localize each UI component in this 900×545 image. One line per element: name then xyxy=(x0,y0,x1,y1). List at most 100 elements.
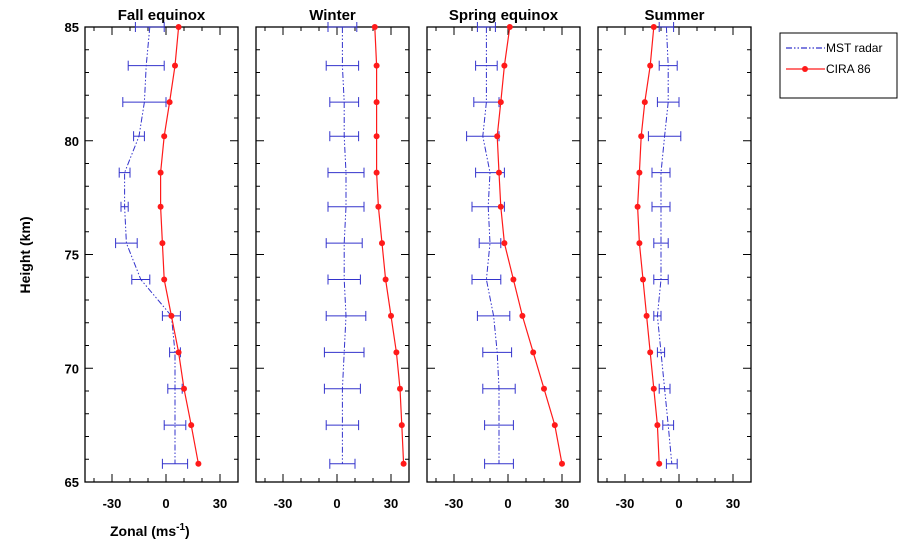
cira-86-point xyxy=(373,99,380,106)
cira-86-point xyxy=(656,460,663,467)
cira-86-point xyxy=(650,385,657,392)
cira-86-point xyxy=(168,312,175,319)
cira-86-point xyxy=(638,133,645,140)
cira-86-point xyxy=(494,133,501,140)
x-tick-label: -30 xyxy=(616,496,635,511)
panel-4: Summer -30 0 30 xyxy=(597,7,752,511)
panel-title: Spring equinox xyxy=(449,7,559,24)
panel-frame xyxy=(84,26,239,483)
y-axis-label: Height (km) xyxy=(17,217,33,294)
x-tick-label: -30 xyxy=(445,496,464,511)
cira-86-point xyxy=(371,24,378,30)
cira-86-point xyxy=(501,62,508,69)
x-axis-label-end: ) xyxy=(185,523,190,539)
panel-title: Summer xyxy=(644,7,704,24)
cira-86-point xyxy=(400,460,407,467)
cira-86-point xyxy=(647,349,654,356)
x-tick-label: 30 xyxy=(726,496,740,511)
mst-radar-line xyxy=(124,26,176,464)
cira-86-point xyxy=(647,62,654,69)
cira-86-point xyxy=(519,312,526,319)
cira-86-point xyxy=(506,24,513,30)
panel-frame xyxy=(255,26,410,483)
cira-86-point xyxy=(654,422,661,429)
legend-cira-label: CIRA 86 xyxy=(826,62,871,76)
x-tick-label: -30 xyxy=(274,496,293,511)
x-axis-label: Zonal (ms-1) xyxy=(110,522,190,539)
cira-86-point xyxy=(195,460,202,467)
legend: MST radar CIRA 86 xyxy=(779,32,898,99)
y-tick-label: 70 xyxy=(65,361,79,376)
x-tick-label: 30 xyxy=(384,496,398,511)
cira-86-point xyxy=(161,276,168,283)
cira-86-point xyxy=(398,422,405,429)
cira-86-point xyxy=(373,62,380,69)
cira-86-point xyxy=(497,99,504,106)
y-tick-label: 80 xyxy=(65,134,79,149)
cira-86-point xyxy=(501,240,508,247)
panel-frame xyxy=(597,26,752,483)
cira-86-point xyxy=(559,460,565,467)
cira-86-point xyxy=(397,385,403,392)
cira-86-point xyxy=(497,203,504,210)
cira-86-point xyxy=(388,312,394,319)
cira-86-point xyxy=(634,203,641,210)
panel-3: Spring equinox -30 0 30 xyxy=(426,7,581,511)
panel-frame xyxy=(426,26,581,483)
x-axis-label-sup: -1 xyxy=(176,522,185,533)
x-tick-label: 30 xyxy=(555,496,569,511)
x-tick-label: 0 xyxy=(333,496,340,511)
x-tick-label: 30 xyxy=(213,496,227,511)
x-tick-label: 0 xyxy=(162,496,169,511)
cira-86-point xyxy=(172,62,178,69)
cira-86-point xyxy=(175,349,182,356)
cira-86-point xyxy=(375,203,382,210)
cira-86-point xyxy=(393,349,400,356)
legend-mst-label: MST radar xyxy=(826,41,882,55)
panel-1: Fall equinox 65 70 75 80 85 -30 0 30 xyxy=(65,7,239,511)
mst-radar-line xyxy=(341,27,347,464)
panel-2: Winter -30 0 30 xyxy=(255,7,410,511)
cira-86-point xyxy=(636,169,643,176)
cira-86-point xyxy=(530,349,537,356)
panel-title: Winter xyxy=(309,7,356,24)
cira-86-point xyxy=(373,133,380,140)
mst-radar-line xyxy=(656,26,673,464)
cira-86-point xyxy=(159,240,166,247)
panels-layer: Fall equinox 65 70 75 80 85 -30 0 30 Winter -30 0 30… xyxy=(65,7,752,511)
cira-86-point xyxy=(650,24,657,30)
cira-86-point xyxy=(551,422,558,429)
panel-title: Fall equinox xyxy=(118,7,206,24)
y-tick-label: 75 xyxy=(65,248,79,263)
x-tick-label: 0 xyxy=(504,496,511,511)
cira-86-point xyxy=(510,276,517,283)
cira-86-point xyxy=(188,422,195,429)
cira-86-line xyxy=(374,26,405,464)
x-tick-label: 0 xyxy=(675,496,682,511)
cira-86-point xyxy=(496,169,502,176)
cira-86-point xyxy=(636,240,643,247)
cira-86-point xyxy=(640,276,646,283)
cira-86-point xyxy=(379,240,385,247)
y-tick-label: 65 xyxy=(65,475,79,490)
cira-86-point xyxy=(541,385,547,392)
cira-86-point xyxy=(157,169,164,176)
x-tick-label: -30 xyxy=(103,496,122,511)
y-tick-label: 85 xyxy=(65,20,79,35)
cira-86-point xyxy=(181,385,187,392)
mst-radar-line xyxy=(482,27,500,464)
legend-cira-marker xyxy=(802,66,808,72)
cira-86-point xyxy=(175,24,182,30)
legend-box xyxy=(779,32,898,99)
cira-86-point xyxy=(157,203,164,210)
cira-86-point xyxy=(641,99,648,106)
cira-86-line xyxy=(496,26,563,464)
cira-86-point xyxy=(373,169,380,176)
cira-86-line xyxy=(160,26,199,464)
cira-86-point xyxy=(166,99,173,106)
cira-86-point xyxy=(643,312,650,319)
x-axis-label-main: Zonal (ms xyxy=(110,523,176,539)
cira-86-point xyxy=(161,133,168,140)
cira-86-point xyxy=(382,276,389,283)
